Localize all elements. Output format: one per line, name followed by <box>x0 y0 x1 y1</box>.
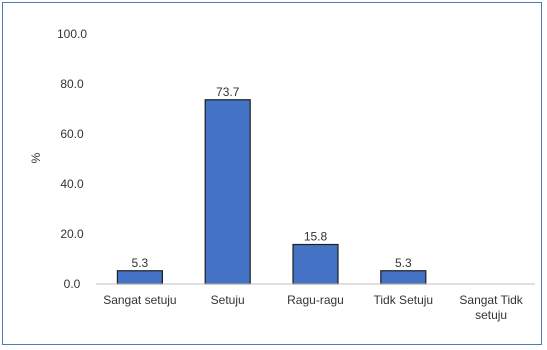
bar <box>380 270 427 285</box>
data-label: 15.8 <box>304 230 328 244</box>
chart-frame <box>2 2 542 345</box>
bars <box>116 99 427 285</box>
x-category-label: Setuju <box>211 293 245 307</box>
x-category-label: Sangat Tidk setuju <box>459 293 523 322</box>
bar <box>204 99 251 285</box>
data-label: 73.7 <box>216 85 240 99</box>
x-category-label: Ragu-ragu <box>287 293 344 307</box>
y-tick-label: 60.0 <box>60 127 84 141</box>
x-category-label: Sangat setuju <box>103 293 176 307</box>
y-axis-title: % <box>29 152 43 163</box>
y-tick-label: 40.0 <box>60 177 84 191</box>
y-tick-label: 80.0 <box>60 77 84 91</box>
data-label: 5.3 <box>132 256 149 270</box>
y-tick-label: 0.0 <box>64 277 81 291</box>
x-axis-categories: Sangat setuju Setuju Ragu-ragu Tidk Setuju S… <box>103 293 524 322</box>
y-axis-ticks: 0.0 20.0 40.0 60.0 80.0 100.0 <box>57 27 87 291</box>
x-category-label: Tidk Setuju <box>374 293 434 307</box>
bar <box>116 270 164 285</box>
y-tick-label: 100.0 <box>57 27 87 41</box>
y-tick-label: 20.0 <box>60 227 84 241</box>
data-label: 5.3 <box>395 256 412 270</box>
data-labels: 5.3 73.7 15.8 5.3 <box>132 85 412 270</box>
bar <box>292 243 339 285</box>
